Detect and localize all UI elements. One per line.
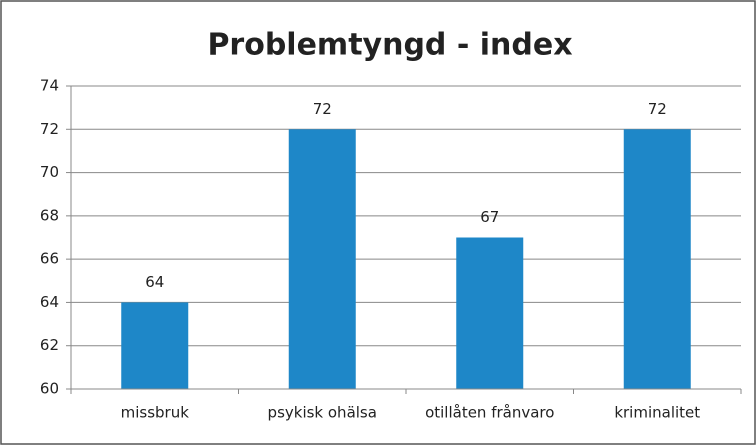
y-tick-label: 64: [40, 293, 59, 311]
y-tick-label: 62: [40, 336, 59, 354]
bar: [288, 129, 356, 390]
bar: [623, 129, 691, 390]
y-tick-label: 68: [40, 206, 59, 224]
x-tick-label: kriminalitet: [614, 404, 700, 422]
x-tick-label: psykisk ohälsa: [268, 404, 377, 422]
y-tick-label: 60: [40, 380, 59, 398]
x-tick-label: otillåten frånvaro: [425, 404, 554, 422]
chart-title: Problemtyngd - index: [207, 28, 572, 63]
data-label: 72: [313, 100, 332, 118]
bar: [456, 237, 524, 389]
y-tick-label: 72: [40, 120, 59, 138]
x-tick-label: missbruk: [121, 404, 190, 422]
y-tick-label: 70: [40, 163, 59, 181]
data-label: 72: [648, 100, 667, 118]
data-label: 64: [145, 273, 164, 291]
y-tick-label: 74: [40, 77, 59, 95]
y-tick-label: 66: [40, 250, 59, 268]
data-label: 67: [480, 208, 499, 226]
bar: [121, 302, 189, 389]
